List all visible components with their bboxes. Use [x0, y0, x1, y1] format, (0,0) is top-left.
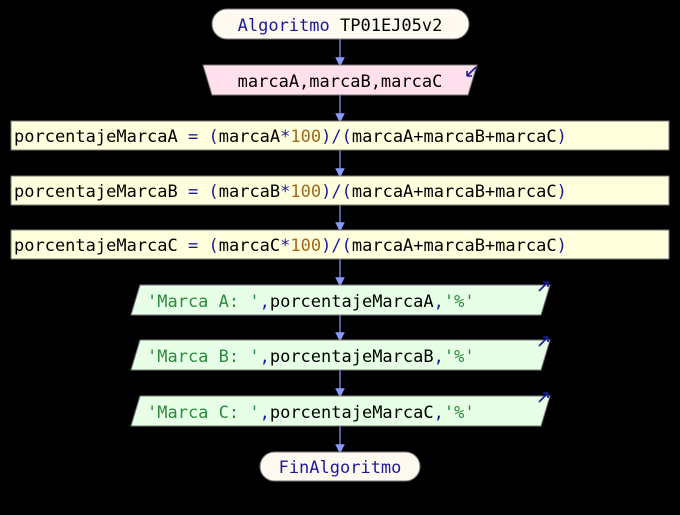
write-var: porcentajeMarcaC — [270, 403, 434, 423]
svg-text:FinAlgoritmo: FinAlgoritmo — [279, 458, 402, 478]
read-vars: marcaA,marcaB,marcaC — [238, 72, 443, 92]
svg-text:porcentajeMarcaA = (marcaA*100: porcentajeMarcaA = (marcaA*100)/(marcaA+… — [14, 127, 567, 147]
denominator: marcaA+marcaB+marcaC — [352, 236, 557, 256]
assign-node-b[interactable]: porcentajeMarcaB = (marcaB*100)/(marcaA+… — [10, 175, 670, 206]
write-node-c[interactable]: 'Marca C: ',porcentajeMarcaC,'%' — [130, 392, 551, 427]
mul-operator: * — [280, 127, 290, 147]
mul-operator: * — [280, 236, 290, 256]
paren: ( — [342, 236, 352, 256]
assign-operator: = — [178, 182, 209, 202]
paren: ) — [321, 182, 331, 202]
end-keyword: FinAlgoritmo — [279, 458, 402, 478]
number-literal: 100 — [290, 182, 321, 202]
write-arrow-icon — [538, 392, 549, 403]
paren: ( — [208, 182, 218, 202]
string-literal: 'Marca B: ' — [147, 347, 260, 367]
assign-operator: = — [178, 127, 209, 147]
paren: ) — [557, 182, 567, 202]
number-literal: 100 — [290, 236, 321, 256]
assign-node-c[interactable]: porcentajeMarcaC = (marcaC*100)/(marcaA+… — [10, 229, 670, 260]
string-literal: 'Marca A: ' — [147, 292, 260, 312]
write-var: porcentajeMarcaA — [270, 292, 434, 312]
assign-var: marcaB — [219, 182, 280, 202]
write-arrow-icon — [538, 281, 549, 292]
mul-operator: * — [280, 182, 290, 202]
paren: ) — [321, 127, 331, 147]
read-node[interactable]: marcaA,marcaB,marcaC — [202, 64, 478, 96]
string-literal: '%' — [444, 403, 475, 423]
svg-text:Algoritmo TP01EJ05v2: Algoritmo TP01EJ05v2 — [238, 16, 443, 36]
read-arrow-icon — [466, 66, 477, 77]
div-operator: / — [331, 236, 341, 256]
svg-text:porcentajeMarcaB = (marcaB*100: porcentajeMarcaB = (marcaB*100)/(marcaA+… — [14, 182, 567, 202]
div-operator: / — [331, 127, 341, 147]
comma: , — [434, 292, 444, 312]
assign-var: marcaA — [219, 127, 280, 147]
paren: ( — [342, 127, 352, 147]
denominator: marcaA+marcaB+marcaC — [352, 182, 557, 202]
div-operator: / — [331, 182, 341, 202]
number-literal: 100 — [290, 127, 321, 147]
denominator: marcaA+marcaB+marcaC — [352, 127, 557, 147]
assign-target: porcentajeMarcaA — [14, 127, 178, 147]
assign-target: porcentajeMarcaC — [14, 236, 178, 256]
write-var: porcentajeMarcaB — [270, 347, 434, 367]
write-node-b[interactable]: 'Marca B: ',porcentajeMarcaB,'%' — [130, 336, 551, 371]
comma: , — [434, 403, 444, 423]
write-arrow-icon — [538, 336, 549, 347]
start-node[interactable]: Algoritmo TP01EJ05v2 — [211, 8, 470, 40]
string-literal: '%' — [444, 347, 475, 367]
paren: ) — [557, 127, 567, 147]
svg-text:'Marca A: ',porcentajeMarcaA,': 'Marca A: ',porcentajeMarcaA,'%' — [147, 292, 475, 312]
assign-node-a[interactable]: porcentajeMarcaA = (marcaA*100)/(marcaA+… — [10, 120, 670, 151]
assign-var: marcaC — [219, 236, 280, 256]
paren: ( — [208, 236, 218, 256]
comma: , — [434, 347, 444, 367]
start-keyword: Algoritmo — [238, 16, 330, 36]
svg-text:marcaA,marcaB,marcaC: marcaA,marcaB,marcaC — [238, 72, 443, 92]
end-node[interactable]: FinAlgoritmo — [259, 451, 421, 482]
svg-text:'Marca C: ',porcentajeMarcaC,': 'Marca C: ',porcentajeMarcaC,'%' — [147, 403, 475, 423]
string-literal: '%' — [444, 292, 475, 312]
svg-text:porcentajeMarcaC = (marcaC*100: porcentajeMarcaC = (marcaC*100)/(marcaA+… — [14, 236, 567, 256]
comma: , — [260, 292, 270, 312]
string-literal: 'Marca C: ' — [147, 403, 260, 423]
comma: , — [260, 403, 270, 423]
algorithm-name: TP01EJ05v2 — [340, 16, 442, 36]
write-node-a[interactable]: 'Marca A: ',porcentajeMarcaA,'%' — [130, 281, 551, 316]
paren: ) — [557, 236, 567, 256]
assign-target: porcentajeMarcaB — [14, 182, 178, 202]
paren: ( — [208, 127, 218, 147]
paren: ) — [321, 236, 331, 256]
comma: , — [260, 347, 270, 367]
svg-text:'Marca B: ',porcentajeMarcaB,': 'Marca B: ',porcentajeMarcaB,'%' — [147, 347, 475, 367]
assign-operator: = — [178, 236, 209, 256]
paren: ( — [342, 182, 352, 202]
